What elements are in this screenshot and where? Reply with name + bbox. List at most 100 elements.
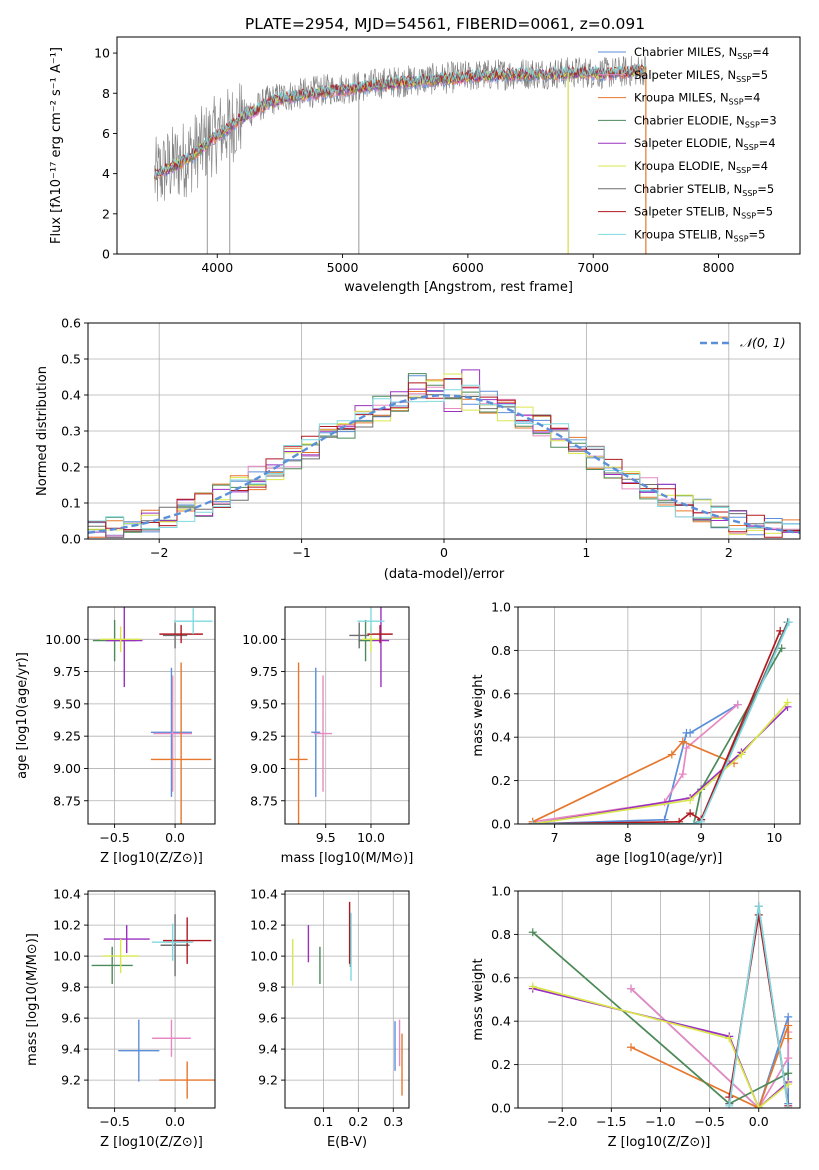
x-tick-label: 0.2: [348, 1114, 368, 1129]
series-line: [630, 987, 790, 1108]
series-marker: [754, 1104, 763, 1108]
axes-frame: [517, 606, 801, 825]
errorbar-point: [103, 925, 150, 953]
y-tick-label: 0.8: [491, 643, 511, 658]
x-axis-label: Z [log10(Z/Z⊙)]: [100, 1135, 203, 1150]
y-tick-label: 9.4: [61, 1042, 81, 1057]
errorbar-point: [118, 1019, 160, 1082]
legend-label: Kroupa STELIB, NSSP=5: [634, 227, 765, 243]
x-tick-label: 0.0: [749, 1114, 769, 1129]
y-tick-label: 8.75: [250, 793, 278, 808]
x-tick-label: 4000: [201, 260, 233, 275]
x-tick-label: 1: [582, 545, 590, 560]
y-tick-label: 10.4: [250, 887, 278, 902]
y-tick-label: 0.2: [61, 460, 81, 475]
x-tick-label: 10: [766, 830, 782, 845]
y-tick-label: 9.2: [61, 1073, 81, 1088]
x-tick-label: 5000: [327, 260, 359, 275]
series-marker: [784, 1012, 793, 1021]
series-line: [532, 740, 735, 823]
x-tick-label: 7000: [577, 260, 609, 275]
x-tick-label: 10.0: [357, 830, 385, 845]
errorbar-point: [357, 608, 385, 635]
series-marker: [783, 698, 792, 707]
x-tick-label: −1.0: [645, 1114, 675, 1129]
errorbar-point: [159, 1061, 215, 1099]
errorbar-point: [152, 1019, 191, 1057]
y-axis-label: age [log10(age/yr)]: [15, 652, 30, 779]
errorbar-point: [159, 625, 203, 644]
x-axis-label: mass [log10(M/M⊙)]: [281, 851, 414, 866]
panel-residuals: −2 −1 0 1 2 0.0 0.1 0.2 0.3 0.4 0.5 0.6 (data-model)…: [35, 316, 801, 582]
y-tick-label: 10.00: [45, 632, 81, 647]
y-tick-label: 4: [102, 166, 110, 181]
y-tick-label: 0.2: [491, 1057, 511, 1072]
series-marker: [697, 817, 706, 824]
y-tick-label: 10: [94, 46, 110, 61]
errorbar-point: [91, 946, 133, 984]
y-tick-label: 9.75: [53, 664, 81, 679]
x-tick-label: 0.3: [383, 1114, 403, 1129]
panel-age_vs_Z: −0.5 0.0 8.75 9.00 9.25 9.50 9.75 10.00 Z [log10…: [15, 606, 216, 866]
y-tick-label: 0.4: [61, 388, 81, 403]
y-tick-label: 9.75: [250, 664, 278, 679]
y-tick-label: 6: [102, 126, 110, 141]
series-line: [532, 985, 789, 1108]
series-marker: [667, 750, 676, 759]
y-tick-label: 0.0: [61, 532, 81, 547]
x-tick-label: −2: [150, 545, 168, 560]
errorbar-point: [150, 662, 212, 824]
spectrum-model-line: [154, 64, 647, 179]
series-line: [630, 1025, 790, 1108]
series-marker: [686, 728, 695, 737]
plot-area: [154, 55, 647, 254]
errorbar-point: [102, 939, 139, 974]
errorbar-point: [106, 607, 143, 688]
series-marker: [784, 1069, 793, 1078]
series-line: [532, 621, 789, 824]
y-tick-label: 9.50: [250, 696, 278, 711]
series-marker: [725, 1101, 734, 1108]
series-marker: [528, 820, 537, 824]
y-tick-label: 9.50: [53, 696, 81, 711]
y-tick-label: 0.0: [491, 1101, 511, 1116]
series-marker: [626, 1043, 635, 1052]
plot-area: [291, 901, 403, 1096]
errorbar-point: [152, 923, 194, 961]
series-marker: [725, 1034, 734, 1043]
axes-frame: [116, 36, 801, 255]
legend-label: Kroupa MILES, NSSP=4: [634, 91, 760, 107]
plot-area: [528, 618, 794, 824]
x-tick-label: −2.0: [547, 1114, 577, 1129]
plot-area: [92, 607, 213, 824]
series-marker: [686, 809, 695, 818]
x-tick-label: −0.5: [694, 1114, 724, 1129]
series-marker: [784, 1054, 793, 1063]
normal-curve: [88, 394, 800, 534]
y-tick-label: 9.6: [61, 1011, 81, 1026]
series-marker: [785, 618, 794, 627]
y-tick-label: 0.6: [61, 316, 81, 331]
panel-mass_vs_EBV: 0.1 0.2 0.3 9.2 9.4 9.6 9.8 10.0 10.2 10.4 E(B-V): [250, 887, 410, 1150]
errorbar-point: [173, 608, 213, 635]
y-tick-label: 8: [102, 86, 110, 101]
x-axis-label: Z [log10(Z/Z⊙)]: [100, 851, 203, 866]
panel-age_vs_mass: 9.5 10.0 8.75 9.00 9.25 9.50 9.75 10.00 mass [lo…: [242, 606, 414, 866]
spectrum-legend: Chabrier MILES, NSSP=4 Salpeter MILES, NS…: [598, 45, 777, 243]
y-tick-label: 8.75: [53, 793, 81, 808]
errorbar-point: [372, 607, 390, 688]
y-tick-label: 0.5: [61, 352, 81, 367]
y-tick-label: 0.4: [491, 1014, 511, 1029]
series-line: [532, 621, 790, 824]
axes-frame: [87, 606, 216, 825]
series-marker: [528, 928, 537, 937]
y-tick-label: 9.8: [61, 980, 81, 995]
legend-label: Salpeter STELIB, NSSP=5: [634, 205, 773, 221]
axes-frame: [284, 890, 410, 1109]
x-tick-label: 9: [697, 830, 705, 845]
y-tick-label: 10.0: [53, 949, 81, 964]
series-marker: [733, 700, 742, 709]
series-marker: [784, 1034, 793, 1043]
x-tick-label: −1.5: [596, 1114, 626, 1129]
series-marker: [675, 817, 684, 824]
